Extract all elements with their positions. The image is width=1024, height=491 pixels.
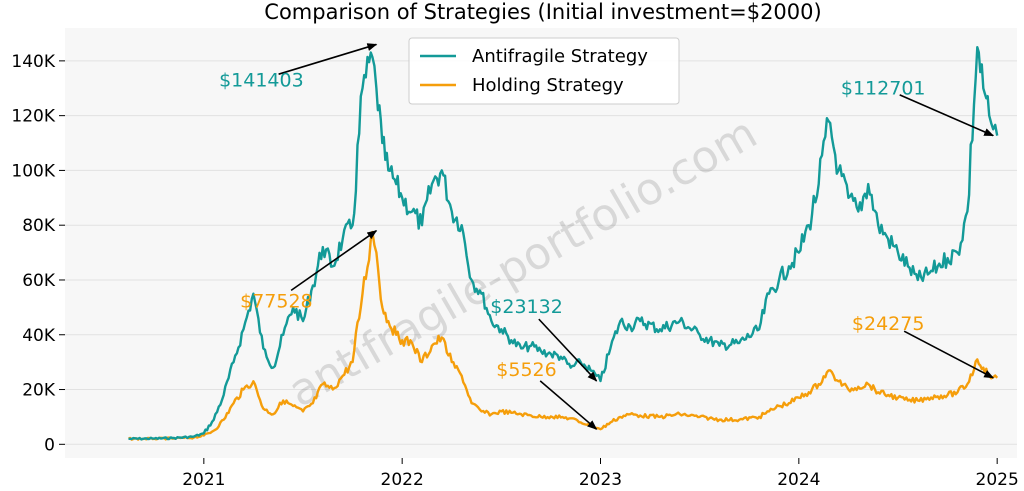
y-tick-label: 140K bbox=[11, 52, 55, 72]
y-tick-label: 60K bbox=[22, 271, 56, 291]
x-tick-label: 2023 bbox=[579, 470, 622, 490]
x-tick-label: 2021 bbox=[182, 470, 225, 490]
annotation-arrow bbox=[903, 330, 995, 379]
y-tick-label: 80K bbox=[22, 216, 56, 236]
x-tick-label: 2024 bbox=[777, 470, 820, 490]
annotation-arrow bbox=[278, 43, 378, 75]
legend-label-holding: Holding Strategy bbox=[472, 75, 624, 96]
y-tick-label: 0 bbox=[44, 435, 55, 455]
legend-label-antifragile: Antifragile Strategy bbox=[472, 46, 648, 67]
series-line-holding-strategy bbox=[127, 230, 999, 441]
x-axis-ticks: 2021 2022 2023 2024 2025 bbox=[182, 458, 1019, 490]
x-tick-label: 2022 bbox=[381, 470, 424, 490]
y-tick-label: 40K bbox=[22, 326, 56, 346]
annotation-label: $77528 bbox=[240, 291, 313, 313]
annotation-label: $112701 bbox=[841, 78, 926, 100]
y-tick-label: 100K bbox=[11, 161, 55, 181]
annotation-arrow bbox=[539, 380, 598, 430]
annotation-label: $141403 bbox=[219, 69, 304, 91]
annotation-arrow bbox=[899, 94, 995, 137]
legend-box bbox=[408, 37, 680, 105]
annotation-label: $23132 bbox=[490, 296, 563, 318]
annotations: $141403 $77528 $23132 $5526 $112701 $24275 bbox=[219, 43, 995, 430]
annotation-arrow bbox=[290, 230, 378, 292]
chart-title: Comparison of Strategies (Initial invest… bbox=[264, 0, 821, 24]
x-tick-label: 2025 bbox=[976, 470, 1019, 490]
legend: Antifragile Strategy Holding Strategy bbox=[408, 37, 680, 105]
y-axis-ticks: 0 20K 40K 60K 80K 100K 120K 140K bbox=[11, 52, 65, 455]
annotation-arrow bbox=[538, 318, 598, 382]
annotation-label: $5526 bbox=[496, 359, 556, 381]
y-tick-label: 120K bbox=[11, 107, 55, 127]
annotation-label: $24275 bbox=[852, 313, 925, 335]
series-line-antifragile-strategy bbox=[128, 46, 999, 441]
y-tick-label: 20K bbox=[22, 381, 56, 401]
